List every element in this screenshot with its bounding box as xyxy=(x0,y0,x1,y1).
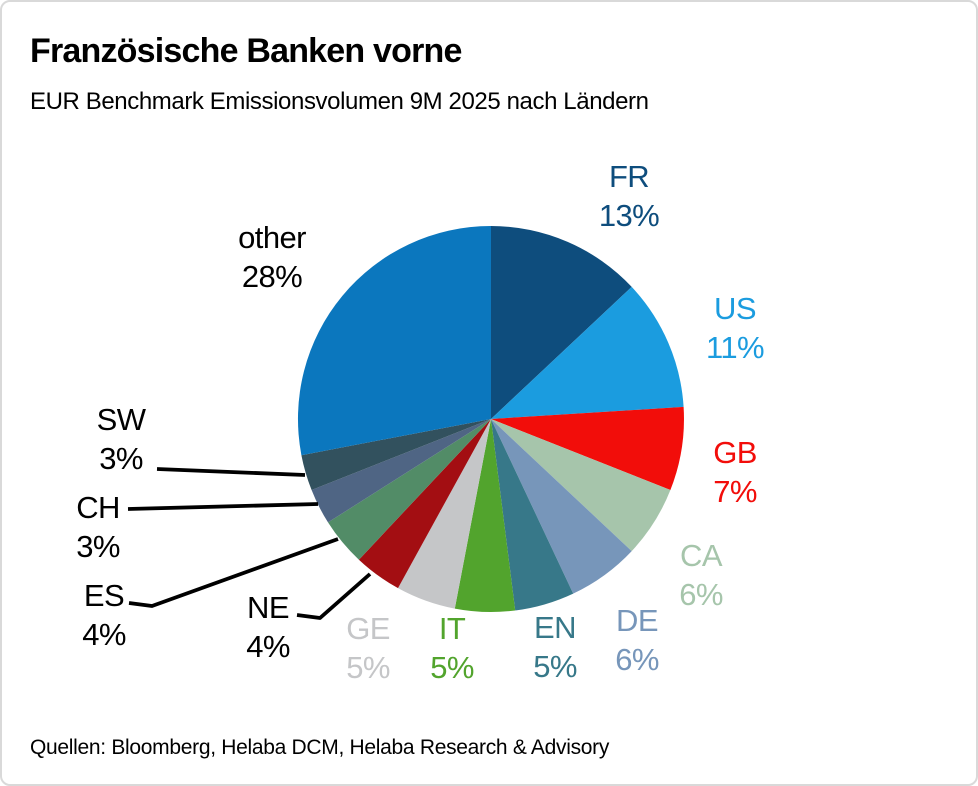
pie-label-value: 6% xyxy=(679,577,723,612)
pie-slice-US xyxy=(491,286,684,419)
pie-label-name: CA xyxy=(680,538,722,573)
pie-label-value: 7% xyxy=(713,474,757,509)
pie-label-GE: GE 5% xyxy=(346,609,390,687)
pie-label-value: 4% xyxy=(82,617,126,652)
pie-label-value: 3% xyxy=(76,529,120,564)
pie-slice-GB xyxy=(491,406,684,490)
pie-label-name: other xyxy=(238,220,306,255)
pie-slice-DE xyxy=(491,419,632,594)
pie-label-value: 4% xyxy=(246,629,290,664)
pie-label-US: US 11% xyxy=(706,289,765,367)
leader-line-ES xyxy=(128,537,339,608)
pie-label-value: 13% xyxy=(598,198,660,233)
pie-label-FR: FR 13% xyxy=(598,157,660,235)
leader-line-CH xyxy=(127,502,319,511)
pie-label-name: GE xyxy=(346,611,390,646)
pie-label-ES: ES 4% xyxy=(82,576,126,654)
pie-slice-FR xyxy=(491,226,632,419)
leader-line-NE xyxy=(296,572,372,620)
pie-slice-other xyxy=(297,225,491,456)
pie-label-value: 5% xyxy=(533,649,577,684)
pie-label-value: 11% xyxy=(706,330,765,365)
pie-slice-CA xyxy=(491,419,671,552)
pie-slice-IT xyxy=(454,419,516,613)
leader-line-SW xyxy=(156,467,306,477)
pie-label-name: SW xyxy=(96,402,146,437)
chart-subtitle: EUR Benchmark Emissionsvolumen 9M 2025 n… xyxy=(30,88,649,115)
pie-label-other: other 28% xyxy=(238,218,306,296)
pie-label-IT: IT 5% xyxy=(430,609,474,687)
pie-label-name: US xyxy=(714,291,756,326)
page-title: Französische Banken vorne xyxy=(30,32,462,70)
pie-label-name: CH xyxy=(76,490,120,525)
pie-label-name: IT xyxy=(438,611,466,646)
pie-label-name: FR xyxy=(608,159,650,194)
pie-label-name: GB xyxy=(713,435,757,470)
pie-label-name: ES xyxy=(83,578,125,613)
pie-slice-SW xyxy=(301,419,491,490)
source-note: Quellen: Bloomberg, Helaba DCM, Helaba R… xyxy=(30,736,610,759)
pie-slice-GE xyxy=(398,419,491,609)
pie-slice-NE xyxy=(358,419,491,589)
pie-label-value: 5% xyxy=(346,650,390,685)
pie-label-name: DE xyxy=(616,603,658,638)
pie-label-SW: SW 3% xyxy=(97,400,146,478)
pie-slice-EN xyxy=(491,419,574,611)
pie-label-name: EN xyxy=(534,610,576,645)
pie-slice-ES xyxy=(328,419,491,560)
pie-label-CH: CH 3% xyxy=(76,488,120,566)
pie-label-CA: CA 6% xyxy=(679,536,723,614)
pie-label-value: 6% xyxy=(615,642,659,677)
pie-label-GB: GB 7% xyxy=(713,433,757,511)
pie-label-NE: NE 4% xyxy=(246,588,290,666)
pie-slice-CH xyxy=(311,419,491,523)
pie-label-value: 28% xyxy=(241,259,303,294)
pie-label-name: NE xyxy=(247,590,289,625)
pie-label-value: 3% xyxy=(99,441,143,476)
pie-label-DE: DE 6% xyxy=(615,601,659,679)
pie-label-EN: EN 5% xyxy=(533,608,577,686)
pie-label-value: 5% xyxy=(430,650,474,685)
